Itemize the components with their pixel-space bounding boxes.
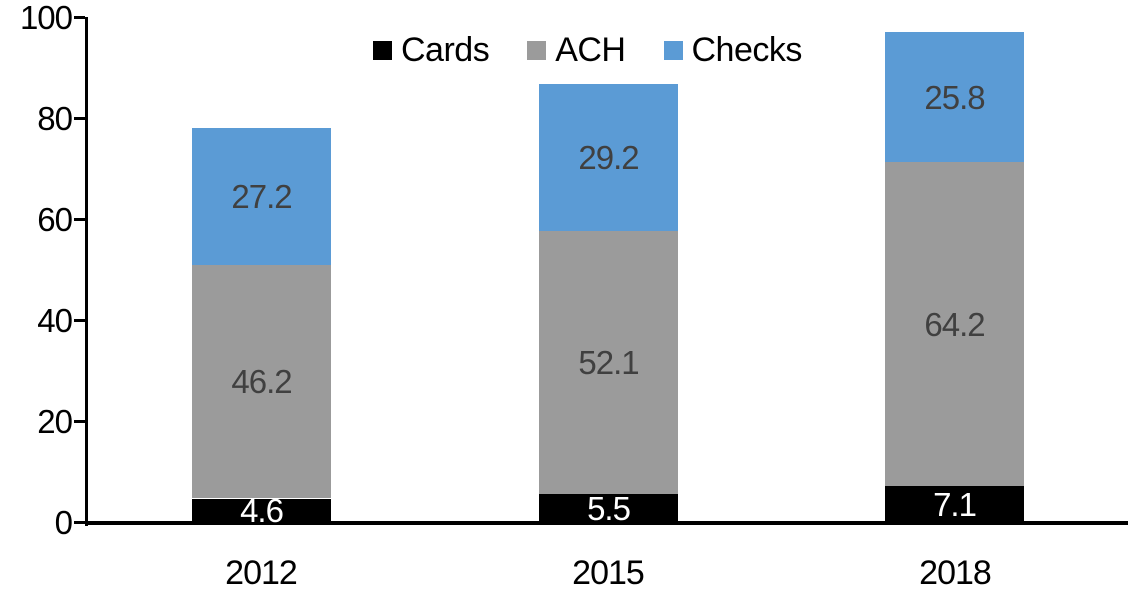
y-axis-tick — [74, 218, 85, 221]
legend: Cards ACH Checks — [373, 31, 802, 69]
legend-swatch-checks — [663, 40, 683, 60]
legend-swatch-ach — [527, 40, 547, 60]
bar-value-label-checks-2018: 25.8 — [924, 78, 985, 116]
y-axis-tick-label: 40 — [37, 302, 73, 339]
bar-value-label-cards-2015: 5.5 — [587, 489, 631, 527]
bar-segment-cards-2018: 7.1 — [885, 486, 1024, 522]
y-axis-tick-label: 20 — [37, 403, 73, 440]
legend-item-ach: ACH — [527, 31, 626, 69]
bar-segment-checks-2012: 27.2 — [192, 128, 331, 265]
y-axis-tick — [74, 117, 85, 120]
bar-value-label-checks-2012: 27.2 — [231, 178, 292, 215]
bar-value-label-cards-2018: 7.1 — [933, 485, 977, 523]
x-axis-label-2018: 2018 — [919, 554, 992, 592]
bar-value-label-checks-2015: 29.2 — [578, 139, 639, 176]
y-axis-tick — [74, 420, 85, 423]
bar-value-label-cards-2012: 4.6 — [240, 492, 284, 529]
y-axis-line — [85, 17, 88, 526]
bar-segment-checks-2018: 25.8 — [885, 32, 1024, 162]
bar-value-label-ach-2018: 64.2 — [924, 305, 985, 343]
x-axis-label-2015: 2015 — [572, 554, 645, 592]
legend-label-checks: Checks — [691, 31, 803, 69]
bar-value-label-ach-2015: 52.1 — [578, 344, 639, 381]
y-axis-tick — [74, 319, 85, 322]
x-axis-label-2012: 2012 — [225, 554, 298, 592]
y-axis-tick-label: 80 — [37, 100, 73, 137]
bar-segment-cards-2015: 5.5 — [539, 489, 678, 527]
x-axis-line — [85, 521, 1128, 525]
y-axis-tick — [74, 16, 85, 19]
y-axis-tick-label: 60 — [37, 201, 73, 238]
legend-label-cards: Cards — [401, 31, 490, 69]
bar-segment-ach-2018: 64.2 — [885, 162, 1024, 486]
bar-segment-cards-2012: 4.6 — [192, 494, 331, 527]
bar-segment-ach-2015: 52.1 — [539, 231, 678, 494]
y-axis-tick-label: 0 — [54, 504, 73, 541]
bar-segment-ach-2012: 46.2 — [192, 265, 331, 498]
legend-item-checks: Checks — [663, 31, 803, 69]
bar-value-label-ach-2012: 46.2 — [231, 363, 292, 400]
legend-swatch-cards — [373, 40, 392, 60]
bar-segment-checks-2015: 29.2 — [539, 84, 678, 231]
legend-label-ach: ACH — [555, 31, 626, 69]
y-axis-tick-label: 100 — [19, 0, 73, 36]
legend-item-cards: Cards — [373, 31, 490, 69]
y-axis-tick — [74, 521, 85, 524]
